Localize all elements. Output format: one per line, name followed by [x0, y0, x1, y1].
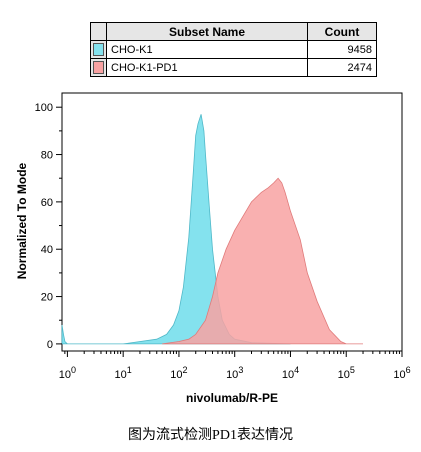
legend-subset-count: 9458 [307, 40, 377, 59]
x-tick-label: 100 [59, 365, 76, 381]
legend-swatch-cho-k1 [93, 43, 104, 56]
legend-row: CHO-K1-PD1 2474 [90, 58, 377, 77]
legend-subset-name: CHO-K1-PD1 [106, 58, 308, 77]
y-tick-label: 0 [47, 339, 53, 351]
figure-caption: 图为流式检测PD1表达情况 [128, 428, 293, 443]
x-tick-label: 102 [170, 365, 187, 381]
series-layer [61, 114, 363, 345]
legend-table: Subset Name Count CHO-K1 9458 CHO-K1-PD1… [90, 22, 377, 77]
y-tick-label: 60 [41, 197, 53, 209]
histogram-series-cho-k1-pd1 [162, 177, 363, 345]
x-tick-label: 105 [338, 365, 355, 381]
legend-header-subset: Subset Name [106, 22, 308, 41]
y-tick-label: 100 [35, 102, 53, 114]
y-axis-label: Normalized To Mode [15, 162, 29, 279]
legend-swatch-cell [90, 58, 107, 77]
x-tick-label: 103 [226, 365, 243, 381]
axis-layer: 0 20 40 60 80 100 100 101 102 103 104 105 106 [35, 102, 411, 381]
y-tick-label: 20 [41, 292, 53, 304]
legend-swatch-cell [90, 40, 107, 59]
y-tick-label: 80 [41, 150, 53, 162]
x-tick-label: 106 [393, 365, 410, 381]
x-tick-label: 101 [115, 365, 132, 381]
legend-swatch-cho-k1-pd1 [93, 61, 104, 74]
legend-subset-count: 2474 [307, 58, 377, 77]
y-tick-label: 40 [41, 244, 53, 256]
x-axis-label: nivolumab/R-PE [186, 391, 278, 405]
x-tick-label: 104 [282, 365, 299, 381]
